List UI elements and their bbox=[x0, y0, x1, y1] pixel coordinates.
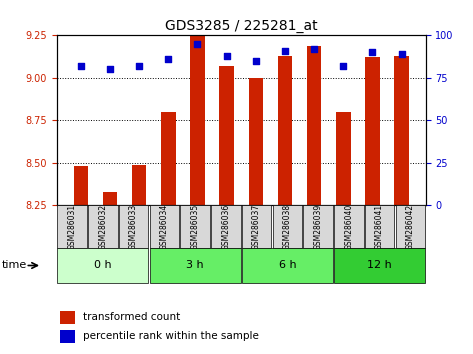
Bar bbox=[190, 35, 205, 205]
FancyBboxPatch shape bbox=[88, 205, 118, 248]
FancyBboxPatch shape bbox=[149, 205, 179, 248]
FancyBboxPatch shape bbox=[57, 248, 149, 283]
Text: 6 h: 6 h bbox=[279, 261, 296, 270]
Bar bbox=[394, 56, 409, 205]
Point bbox=[77, 63, 85, 69]
Point bbox=[252, 58, 260, 64]
Point bbox=[106, 67, 114, 72]
Bar bbox=[336, 112, 350, 205]
Text: percentile rank within the sample: percentile rank within the sample bbox=[83, 331, 258, 341]
FancyBboxPatch shape bbox=[180, 205, 210, 248]
Text: GSM286042: GSM286042 bbox=[406, 204, 415, 250]
Text: GSM286038: GSM286038 bbox=[283, 204, 292, 250]
Bar bbox=[61, 330, 75, 343]
Text: transformed count: transformed count bbox=[83, 312, 180, 322]
Text: GSM286033: GSM286033 bbox=[129, 204, 138, 250]
Text: time: time bbox=[2, 261, 27, 270]
Bar bbox=[73, 166, 88, 205]
Bar bbox=[219, 66, 234, 205]
Point bbox=[340, 63, 347, 69]
Text: GSM286041: GSM286041 bbox=[375, 204, 384, 250]
FancyBboxPatch shape bbox=[334, 205, 364, 248]
Text: 0 h: 0 h bbox=[94, 261, 112, 270]
FancyBboxPatch shape bbox=[149, 248, 241, 283]
Text: GSM286037: GSM286037 bbox=[252, 204, 261, 250]
FancyBboxPatch shape bbox=[242, 205, 272, 248]
Bar bbox=[278, 56, 292, 205]
Point bbox=[368, 50, 376, 55]
Bar bbox=[307, 46, 322, 205]
Bar bbox=[161, 112, 175, 205]
Bar bbox=[132, 165, 147, 205]
Text: GSM286040: GSM286040 bbox=[344, 204, 353, 250]
FancyBboxPatch shape bbox=[365, 205, 394, 248]
FancyBboxPatch shape bbox=[119, 205, 149, 248]
Text: 12 h: 12 h bbox=[367, 261, 392, 270]
FancyBboxPatch shape bbox=[395, 205, 425, 248]
Bar bbox=[365, 57, 380, 205]
FancyBboxPatch shape bbox=[303, 205, 333, 248]
Text: GSM286035: GSM286035 bbox=[191, 204, 200, 250]
Text: GSM286031: GSM286031 bbox=[68, 204, 77, 250]
Text: GSM286039: GSM286039 bbox=[314, 204, 323, 250]
Point bbox=[135, 63, 143, 69]
Bar bbox=[61, 311, 75, 324]
Title: GDS3285 / 225281_at: GDS3285 / 225281_at bbox=[165, 19, 317, 33]
FancyBboxPatch shape bbox=[272, 205, 302, 248]
FancyBboxPatch shape bbox=[242, 248, 333, 283]
Point bbox=[281, 48, 289, 53]
Point bbox=[310, 46, 318, 52]
Point bbox=[194, 41, 201, 47]
Point bbox=[398, 51, 405, 57]
Text: GSM286036: GSM286036 bbox=[221, 204, 230, 250]
Text: GSM286034: GSM286034 bbox=[160, 204, 169, 250]
FancyBboxPatch shape bbox=[334, 248, 425, 283]
Point bbox=[223, 53, 230, 59]
Text: 3 h: 3 h bbox=[186, 261, 204, 270]
Bar bbox=[103, 192, 117, 205]
FancyBboxPatch shape bbox=[211, 205, 241, 248]
Bar bbox=[248, 78, 263, 205]
Text: GSM286032: GSM286032 bbox=[98, 204, 107, 250]
Point bbox=[165, 56, 172, 62]
FancyBboxPatch shape bbox=[57, 205, 87, 248]
